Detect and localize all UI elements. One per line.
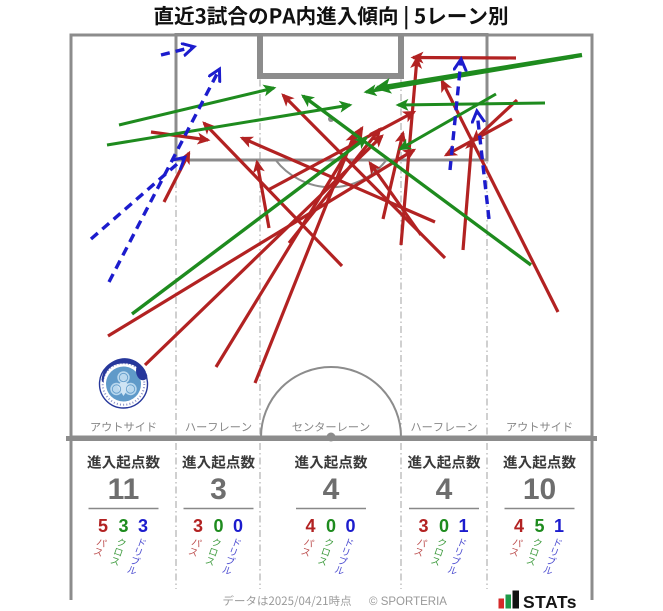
svg-text:1: 1 xyxy=(458,516,468,536)
svg-text:© SPORTERIA: © SPORTERIA xyxy=(369,596,447,608)
svg-text:0: 0 xyxy=(233,516,243,536)
svg-text:0: 0 xyxy=(213,516,223,536)
svg-text:4: 4 xyxy=(305,516,315,536)
svg-text:10: 10 xyxy=(523,473,556,506)
svg-text:0: 0 xyxy=(345,516,355,536)
svg-text:STATs: STATs xyxy=(523,592,577,611)
svg-text:3: 3 xyxy=(193,516,203,536)
svg-text:11: 11 xyxy=(108,473,140,506)
svg-text:3: 3 xyxy=(118,516,128,536)
svg-text:0: 0 xyxy=(326,516,336,536)
svg-text:5: 5 xyxy=(534,516,544,536)
svg-text:4: 4 xyxy=(436,473,453,506)
svg-text:3: 3 xyxy=(210,473,227,506)
svg-text:0: 0 xyxy=(439,516,449,536)
svg-text:1: 1 xyxy=(554,516,564,536)
svg-text:4: 4 xyxy=(323,473,340,506)
svg-text:4: 4 xyxy=(514,516,524,536)
svg-text:3: 3 xyxy=(138,516,148,536)
svg-text:5: 5 xyxy=(98,516,108,536)
svg-text:3: 3 xyxy=(418,516,428,536)
